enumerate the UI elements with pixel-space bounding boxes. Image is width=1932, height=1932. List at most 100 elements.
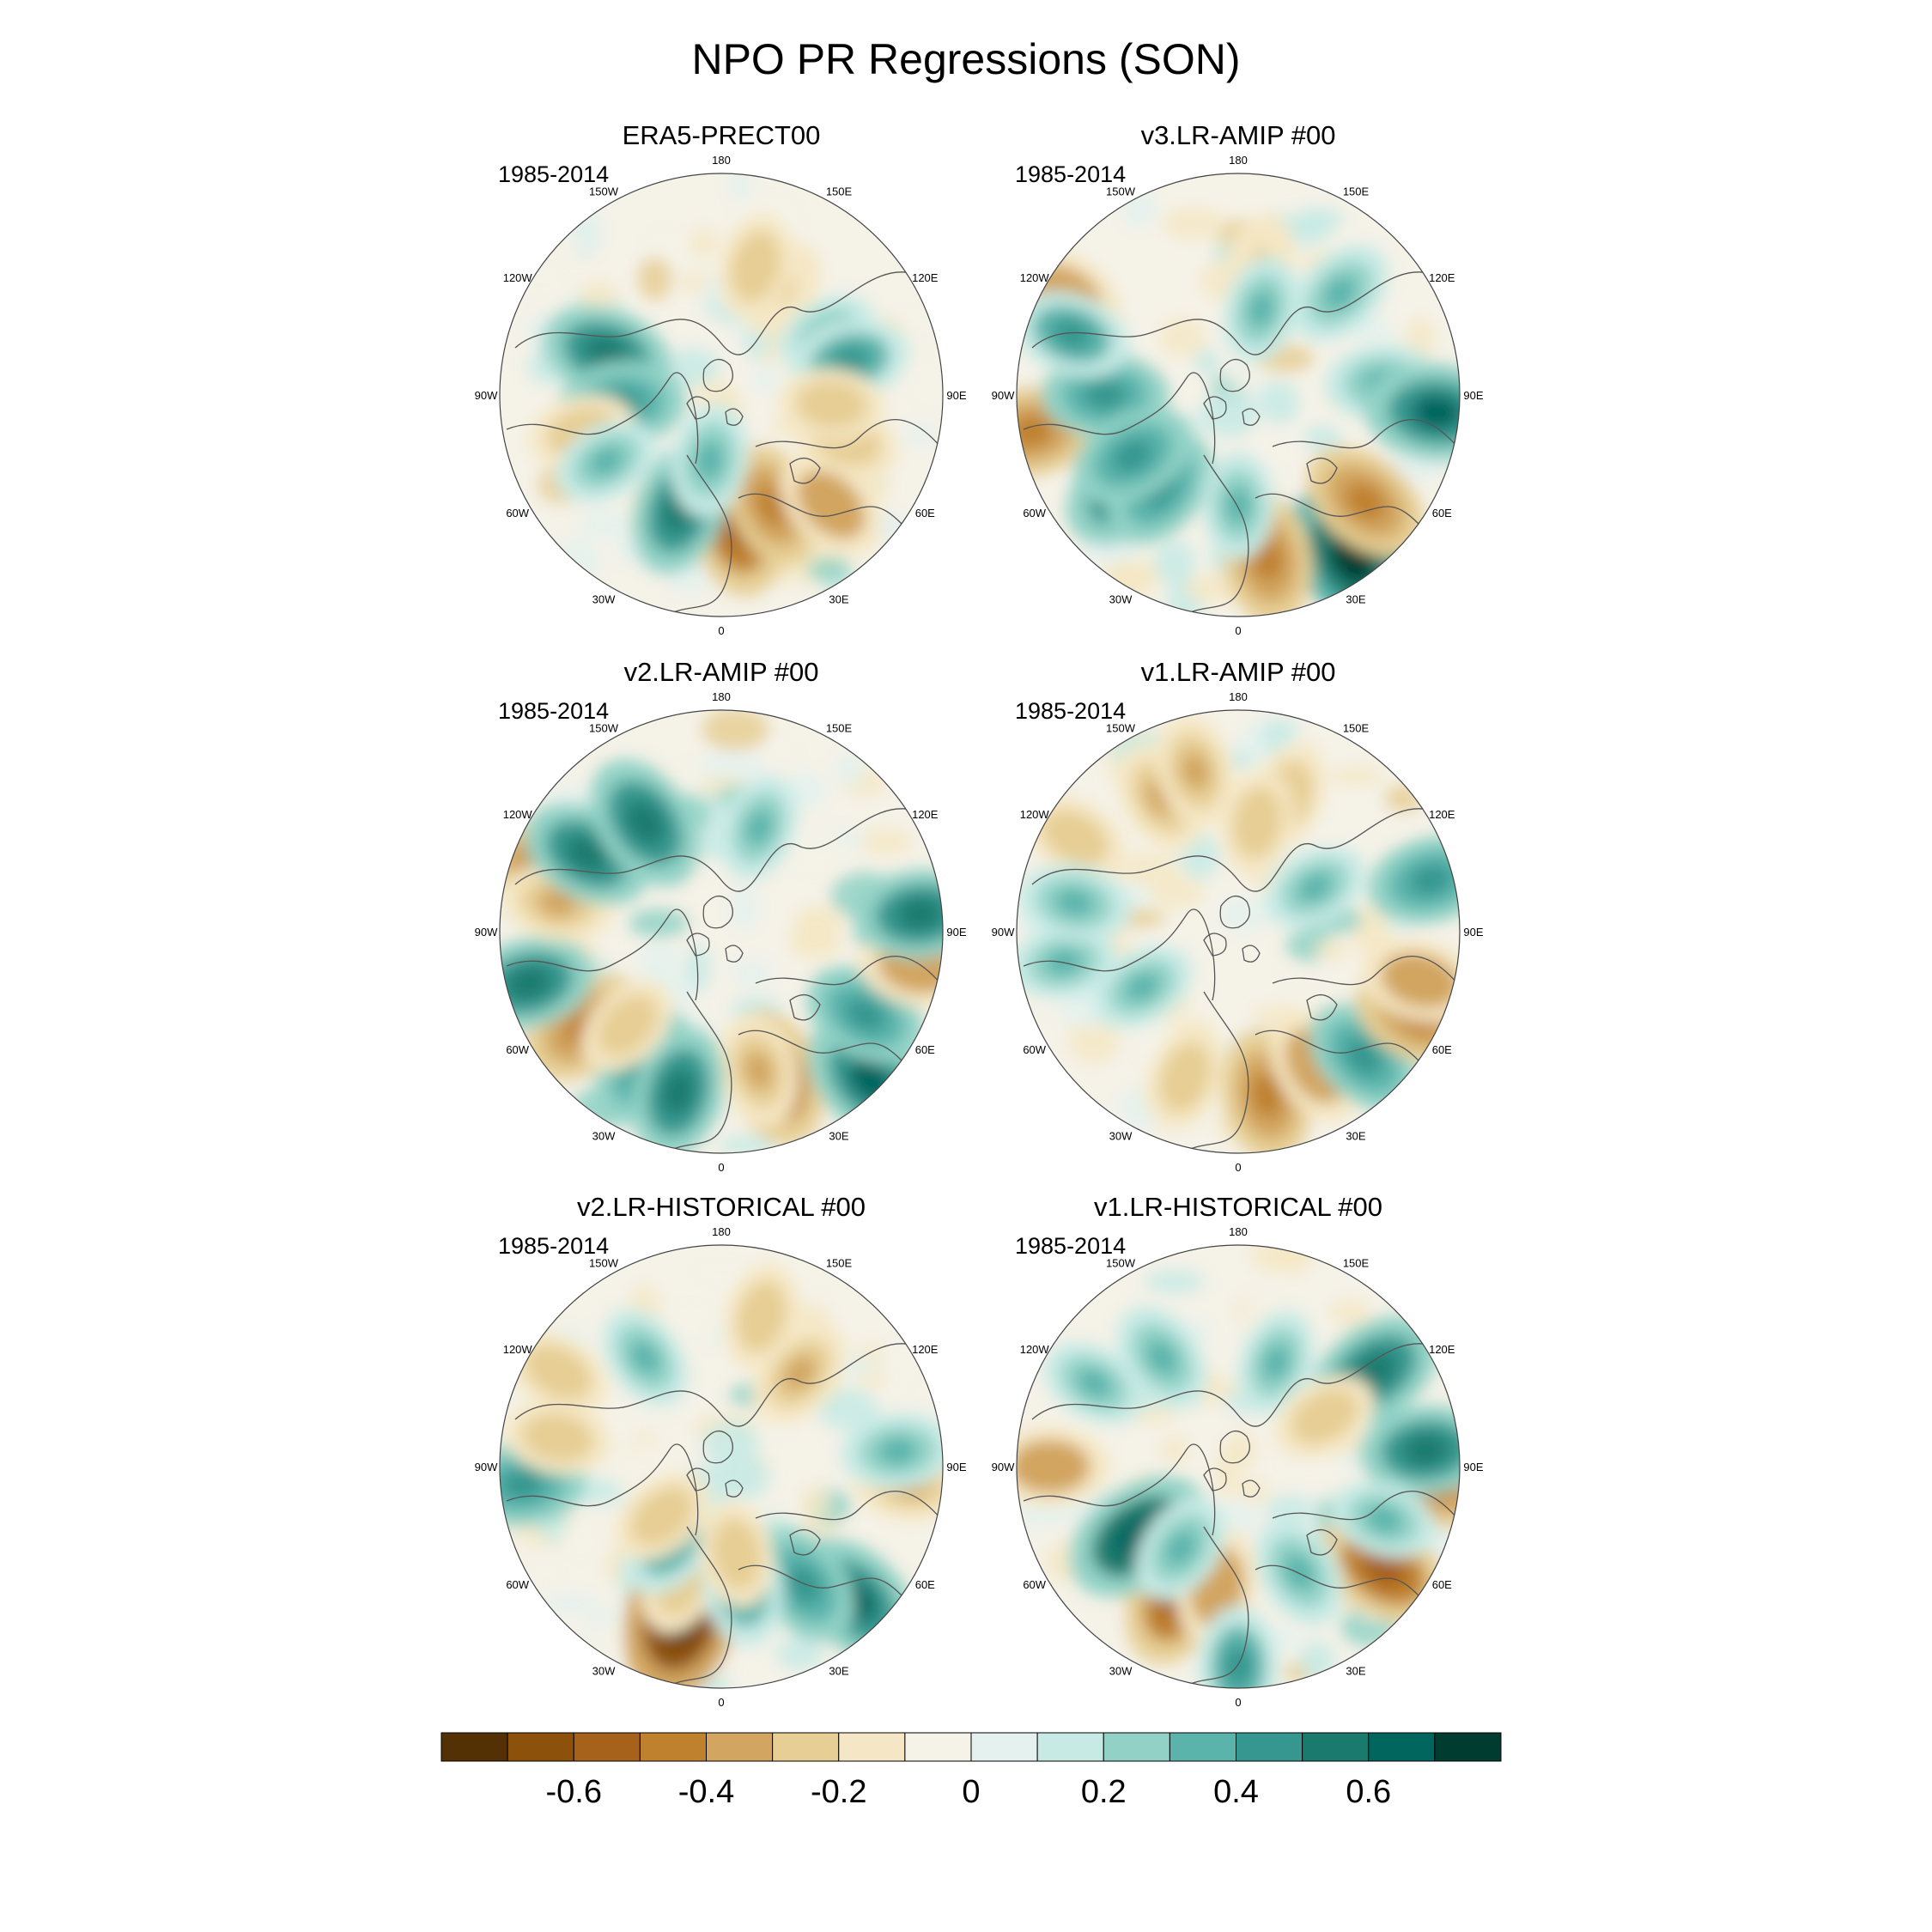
longitude-label: 120E bbox=[1429, 271, 1455, 284]
panel-period: 1985-2014 bbox=[498, 161, 610, 187]
longitude-label: 0 bbox=[718, 1161, 724, 1174]
figure-title: NPO PR Regressions (SON) bbox=[691, 35, 1241, 83]
longitude-label: 60W bbox=[1023, 1578, 1046, 1591]
longitude-label: 120E bbox=[912, 1343, 939, 1356]
longitude-label: 90W bbox=[992, 389, 1015, 402]
polar-map: 180 150E 120E 90E 60E 30E 0 30W 60W 90W 120W 150W bbox=[475, 1225, 967, 1709]
panel-period: 1985-2014 bbox=[1015, 1233, 1127, 1259]
coastlines bbox=[1023, 808, 1458, 1151]
longitude-label: 150E bbox=[1343, 1257, 1370, 1270]
longitude-label: 120E bbox=[912, 271, 939, 284]
longitude-label: 30E bbox=[829, 592, 848, 605]
colorbar-swatch bbox=[1169, 1732, 1236, 1762]
longitude-label: 0 bbox=[1235, 1696, 1241, 1709]
longitude-label: 150E bbox=[826, 185, 853, 198]
colorbar-tick-label: 0 bbox=[962, 1774, 980, 1810]
map-boundary bbox=[499, 1244, 944, 1689]
regression-field bbox=[1017, 710, 1460, 1153]
regression-field bbox=[500, 710, 943, 1153]
colorbar-swatch bbox=[573, 1732, 641, 1762]
longitude-label: 180 bbox=[712, 154, 731, 167]
longitude-label: 60E bbox=[915, 1578, 935, 1591]
map-boundary bbox=[1016, 173, 1461, 617]
map-boundary bbox=[1016, 709, 1461, 1154]
longitude-label: 0 bbox=[1235, 1161, 1241, 1174]
longitude-label: 60W bbox=[1023, 1043, 1046, 1056]
longitude-label: 120W bbox=[503, 1343, 533, 1356]
longitude-label: 60E bbox=[1432, 1043, 1452, 1056]
colorbar-tick-label: 0.4 bbox=[1213, 1774, 1259, 1810]
colorbar-swatch bbox=[1103, 1732, 1170, 1762]
colorbar-tick-label: -0.6 bbox=[546, 1774, 602, 1810]
longitude-label: 30E bbox=[1346, 1664, 1365, 1677]
longitude-label: 30W bbox=[592, 1129, 616, 1142]
longitude-label: 120E bbox=[1429, 1343, 1455, 1356]
panel-title: ERA5-PRECT00 bbox=[622, 120, 821, 150]
longitude-label: 150W bbox=[1106, 1257, 1136, 1270]
polar-map: 180 150E 120E 90E 60E 30E 0 30W 60W 90W 120W 150W bbox=[992, 154, 1484, 637]
colorbar-swatch bbox=[1236, 1732, 1303, 1762]
coastlines bbox=[506, 808, 941, 1151]
longitude-label: 30E bbox=[1346, 1129, 1365, 1142]
colorbar-swatch bbox=[706, 1732, 774, 1762]
regression-field bbox=[500, 173, 943, 617]
longitude-label: 90E bbox=[1463, 1461, 1483, 1473]
longitude-label: 60W bbox=[506, 1043, 529, 1056]
longitude-label: 60E bbox=[1432, 507, 1452, 519]
longitude-label: 180 bbox=[1229, 1225, 1248, 1238]
longitude-label: 30E bbox=[829, 1129, 848, 1142]
longitude-label: 150E bbox=[1343, 185, 1370, 198]
colorbar-swatch bbox=[1302, 1732, 1370, 1762]
panel-title: v2.LR-HISTORICAL #00 bbox=[577, 1192, 866, 1222]
colorbar-swatch bbox=[440, 1732, 508, 1762]
map-boundary bbox=[499, 173, 944, 617]
panel-period: 1985-2014 bbox=[1015, 698, 1127, 724]
panel-title: v2.LR-AMIP #00 bbox=[623, 657, 819, 687]
colorbar-tick-label: -0.2 bbox=[811, 1774, 866, 1810]
longitude-label: 180 bbox=[1229, 154, 1248, 167]
longitude-label: 0 bbox=[1235, 624, 1241, 637]
longitude-label: 30W bbox=[1109, 1664, 1133, 1677]
longitude-label: 30W bbox=[592, 592, 616, 605]
colorbar-swatch bbox=[904, 1732, 972, 1762]
polar-map: 180 150E 120E 90E 60E 30E 0 30W 60W 90W 120W 150W bbox=[992, 690, 1484, 1174]
longitude-label: 180 bbox=[1229, 690, 1248, 703]
colorbar-swatch bbox=[772, 1732, 840, 1762]
longitude-label: 150W bbox=[589, 1257, 619, 1270]
regression-field bbox=[1017, 173, 1460, 617]
longitude-label: 90E bbox=[1463, 926, 1483, 939]
map-panel: v3.LR-AMIP #00 1985-2014 180 150E 120E 90E 60E… bbox=[972, 120, 1504, 653]
panel-period: 1985-2014 bbox=[498, 698, 610, 724]
longitude-label: 90E bbox=[1463, 389, 1483, 402]
longitude-label: 150W bbox=[1106, 722, 1136, 735]
polar-map: 180 150E 120E 90E 60E 30E 0 30W 60W 90W 120W 150W bbox=[992, 1225, 1484, 1709]
coastlines bbox=[1023, 271, 1458, 615]
colorbar-tick-label: 0.2 bbox=[1081, 1774, 1127, 1810]
longitude-label: 60W bbox=[1023, 507, 1046, 519]
coastlines bbox=[506, 271, 941, 615]
longitude-label: 30W bbox=[1109, 1129, 1133, 1142]
longitude-label: 150W bbox=[1106, 185, 1136, 198]
longitude-label: 30E bbox=[1346, 592, 1365, 605]
colorbar-swatch bbox=[507, 1732, 574, 1762]
map-boundary bbox=[499, 709, 944, 1154]
colorbar-swatch bbox=[1368, 1732, 1436, 1762]
longitude-label: 90W bbox=[992, 1461, 1015, 1473]
longitude-label: 120W bbox=[503, 808, 533, 821]
regression-field bbox=[1017, 1245, 1460, 1688]
regression-field bbox=[500, 1245, 943, 1688]
longitude-label: 0 bbox=[718, 1696, 724, 1709]
longitude-label: 150E bbox=[826, 1257, 853, 1270]
longitude-label: 120W bbox=[503, 271, 533, 284]
longitude-label: 90W bbox=[475, 926, 498, 939]
longitude-label: 150E bbox=[826, 722, 853, 735]
longitude-label: 120W bbox=[1020, 271, 1050, 284]
longitude-label: 150W bbox=[589, 722, 619, 735]
longitude-label: 60E bbox=[915, 507, 935, 519]
panel-title: v3.LR-AMIP #00 bbox=[1140, 120, 1336, 150]
polar-map: 180 150E 120E 90E 60E 30E 0 30W 60W 90W 120W 150W bbox=[475, 690, 967, 1174]
longitude-label: 120E bbox=[1429, 808, 1455, 821]
colorbar-swatch bbox=[970, 1732, 1038, 1762]
map-panel: v2.LR-AMIP #00 1985-2014 180 150E 120E 90E 60E… bbox=[455, 657, 987, 1189]
colorbar-swatch bbox=[639, 1732, 707, 1762]
